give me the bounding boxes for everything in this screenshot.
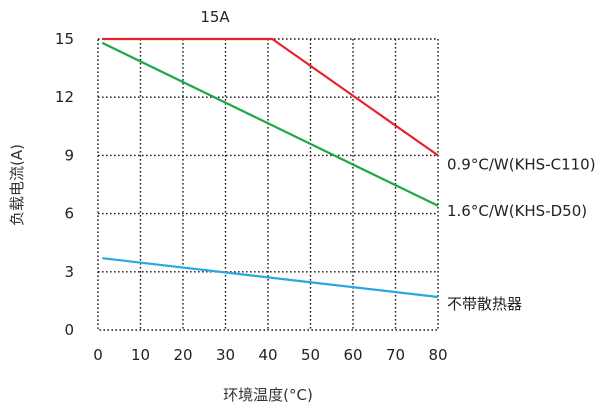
x-tick-label: 70 [386, 346, 405, 364]
y-tick-label: 0 [64, 321, 74, 339]
annotation-15a: 15A [200, 8, 230, 26]
x-axis-label: 环境温度(°C) [223, 386, 313, 404]
series-labels: 0.9°C/W(KHS-C110) 1.6°C/W(KHS-D50) 不带散热器 [447, 155, 596, 313]
x-tick-label: 50 [301, 346, 320, 364]
x-tick-label: 30 [216, 346, 235, 364]
grid [97, 38, 439, 331]
series-line-3 [102, 257, 439, 299]
series-label-2: 1.6°C/W(KHS-D50) [447, 202, 587, 220]
series-line-2 [101, 41, 439, 207]
x-tick-label: 20 [173, 346, 192, 364]
y-tick-label: 9 [64, 146, 74, 164]
series-line-1 [102, 37, 439, 157]
series-label-1: 0.9°C/W(KHS-C110) [447, 155, 596, 173]
x-tick-label: 10 [131, 346, 150, 364]
series-label-3: 不带散热器 [447, 295, 522, 313]
y-tick-label: 12 [55, 88, 74, 106]
y-tick-label: 3 [64, 263, 74, 281]
x-tick-label: 80 [428, 346, 447, 364]
x-tick-label: 40 [258, 346, 277, 364]
plot-frame [97, 38, 439, 331]
x-tick-label: 0 [93, 346, 103, 364]
y-tick-label: 15 [55, 30, 74, 48]
y-axis-label: 负载电流(A) [8, 144, 26, 226]
tick-labels: 0 10 20 30 40 50 60 70 80 0 3 6 9 12 15 [55, 30, 448, 364]
series-lines [101, 37, 439, 299]
y-tick-label: 6 [64, 205, 74, 223]
x-tick-label: 60 [343, 346, 362, 364]
